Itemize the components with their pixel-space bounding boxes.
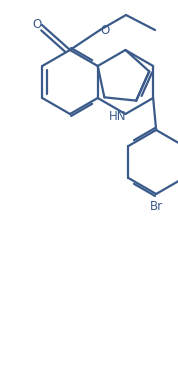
Text: O: O — [32, 18, 42, 32]
Text: O: O — [100, 24, 110, 36]
Text: HN: HN — [109, 110, 126, 123]
Text: Br: Br — [150, 201, 163, 213]
